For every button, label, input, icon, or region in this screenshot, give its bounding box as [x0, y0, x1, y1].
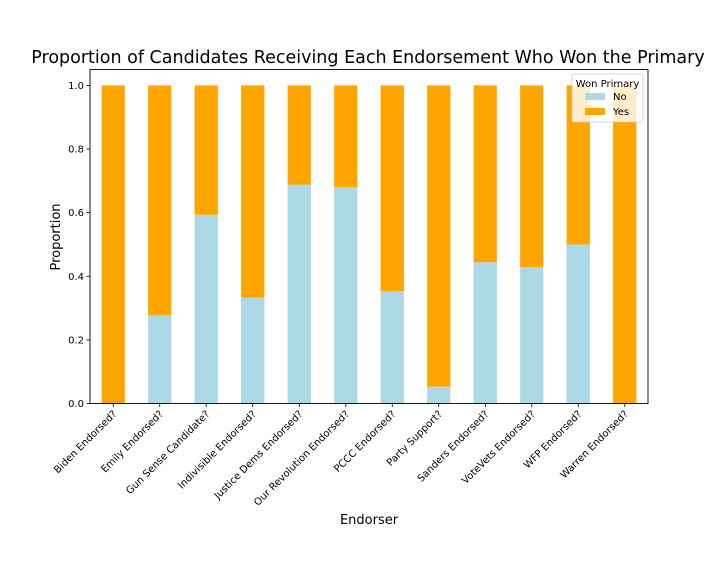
y-tick-label: 0.2 — [68, 335, 84, 346]
legend-entries: No Yes — [585, 92, 629, 118]
bar-no-2 — [194, 214, 218, 404]
axes-frame — [89, 69, 649, 404]
y-axis: 0.0 0.2 0.4 0.6 0.8 1.0 — [68, 81, 90, 410]
legend-title: Won Primary — [576, 79, 640, 90]
y-tick-label: 0.6 — [68, 208, 84, 219]
bar-no-9 — [520, 267, 544, 404]
bar-no-1 — [148, 315, 172, 404]
bar-no-4 — [287, 184, 311, 404]
y-tick-label: 1.0 — [68, 81, 84, 92]
legend: Won Primary No Yes — [571, 73, 644, 123]
x-tick-label: Justice Dems Endorsed? — [212, 409, 306, 503]
x-tick-label: Indivisible Endorsed? — [176, 409, 259, 492]
y-tick-label: 0.4 — [68, 272, 84, 283]
chart-title: Proportion of Candidates Receiving Each … — [31, 48, 704, 68]
legend-swatch-yes — [585, 108, 605, 115]
x-axis-label: Endorser — [340, 513, 399, 528]
bar-yes-3 — [241, 85, 265, 298]
bars-layer — [101, 85, 637, 404]
x-axis: Biden Endorsed?Emily Endorsed?Gun Sense … — [52, 403, 631, 509]
legend-label-yes: Yes — [612, 107, 629, 118]
y-tick-label: 0.8 — [68, 145, 84, 156]
legend-swatch-no — [585, 93, 605, 100]
bar-yes-9 — [520, 85, 544, 268]
bar-yes-10 — [566, 85, 590, 245]
bar-yes-0 — [101, 85, 125, 404]
x-tick-label: Our Revolution Endorsed? — [252, 409, 352, 509]
bar-no-8 — [473, 262, 497, 404]
y-tick-label: 0.0 — [68, 399, 84, 410]
legend-label-no: No — [613, 92, 627, 103]
x-tick-label: Gun Sense Candidate? — [124, 409, 212, 497]
bar-yes-7 — [427, 85, 451, 387]
bar-yes-5 — [334, 85, 358, 188]
bar-no-10 — [566, 244, 590, 404]
bar-yes-1 — [148, 85, 172, 316]
bar-yes-11 — [613, 85, 637, 404]
bar-yes-2 — [194, 85, 218, 215]
bar-yes-8 — [473, 85, 497, 263]
bar-no-5 — [334, 187, 358, 404]
bar-no-6 — [380, 291, 404, 404]
bar-no-7 — [427, 386, 451, 404]
bar-no-3 — [241, 297, 265, 404]
y-axis-label: Proportion — [49, 203, 64, 270]
bar-yes-4 — [287, 85, 311, 185]
bar-yes-6 — [380, 85, 404, 292]
